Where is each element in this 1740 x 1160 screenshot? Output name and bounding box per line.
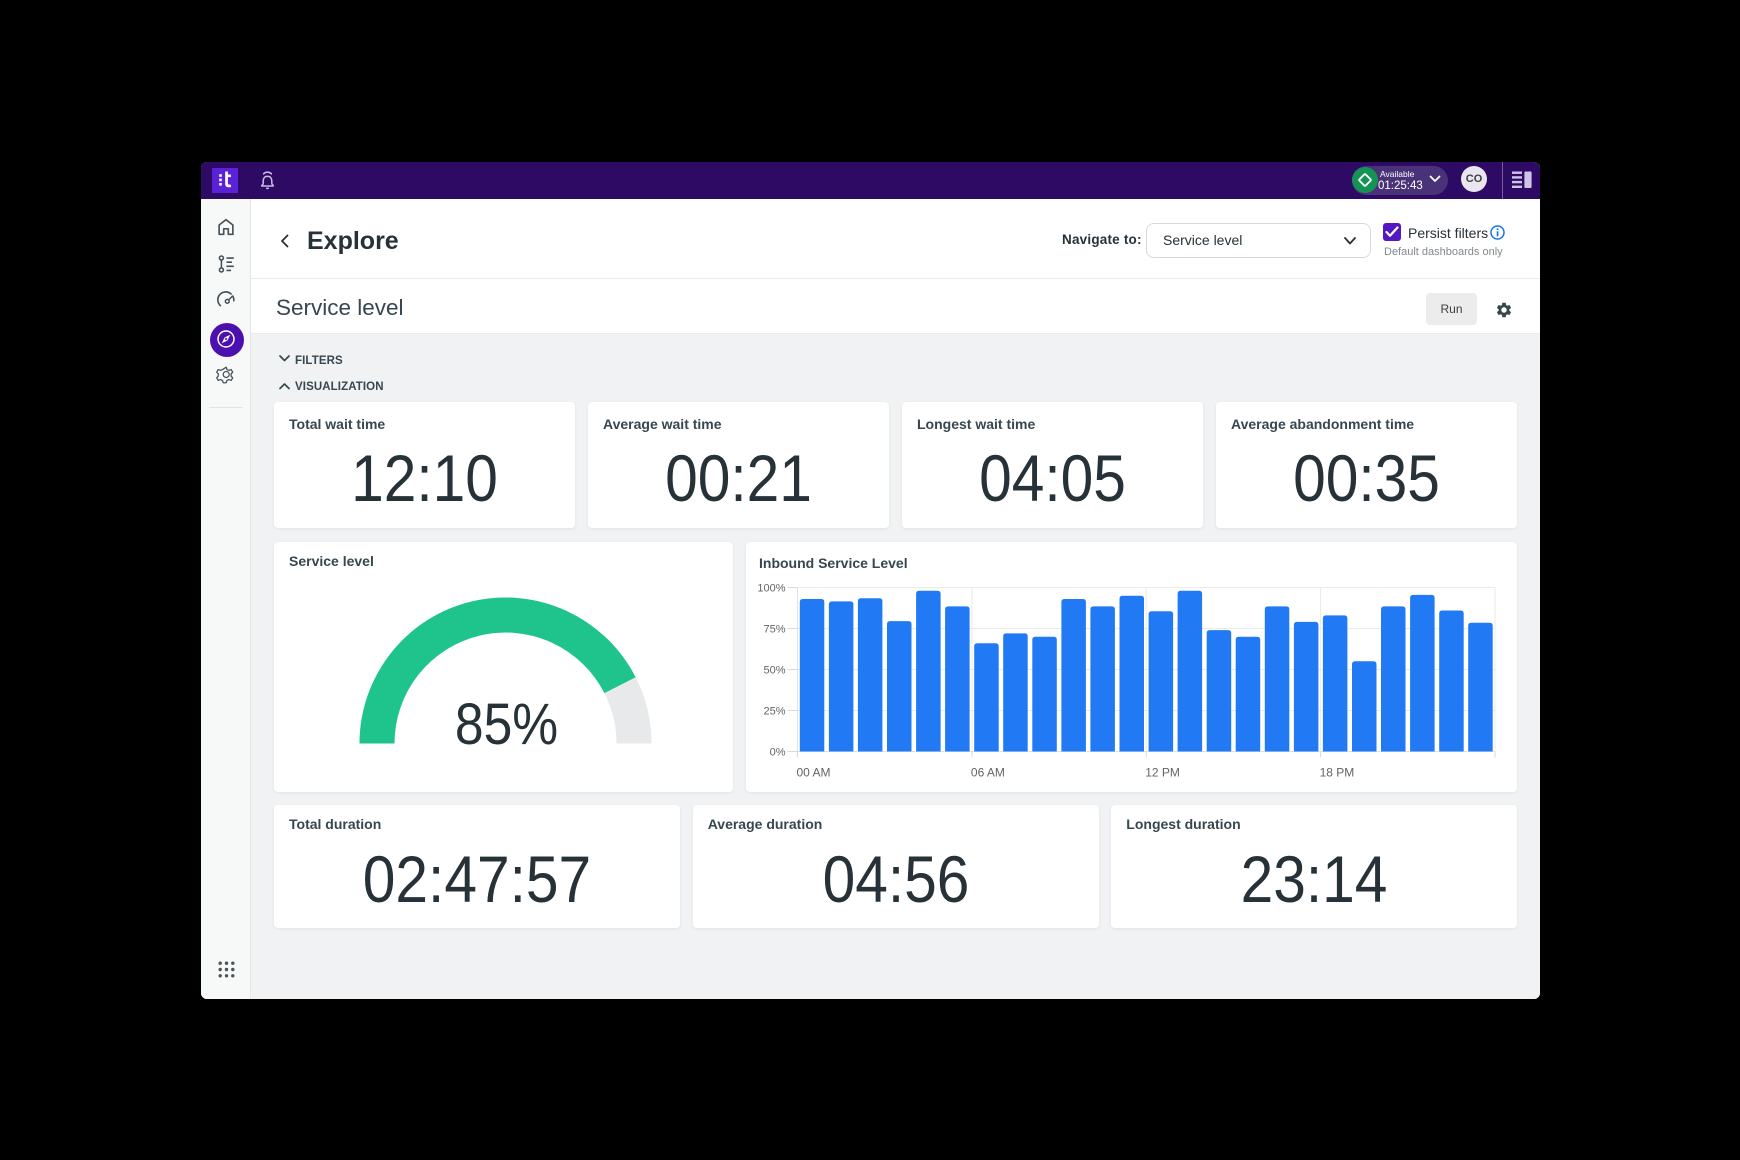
svg-text:50%: 50% — [763, 664, 785, 676]
svg-text:18 PM: 18 PM — [1320, 765, 1355, 779]
svg-text:25%: 25% — [763, 705, 785, 717]
svg-text:0%: 0% — [770, 746, 786, 758]
svg-text:100%: 100% — [757, 582, 785, 594]
svg-text:75%: 75% — [763, 623, 785, 635]
svg-text:00 AM: 00 AM — [797, 765, 831, 779]
svg-text:12 PM: 12 PM — [1145, 765, 1180, 779]
svg-text:06 AM: 06 AM — [971, 765, 1005, 779]
